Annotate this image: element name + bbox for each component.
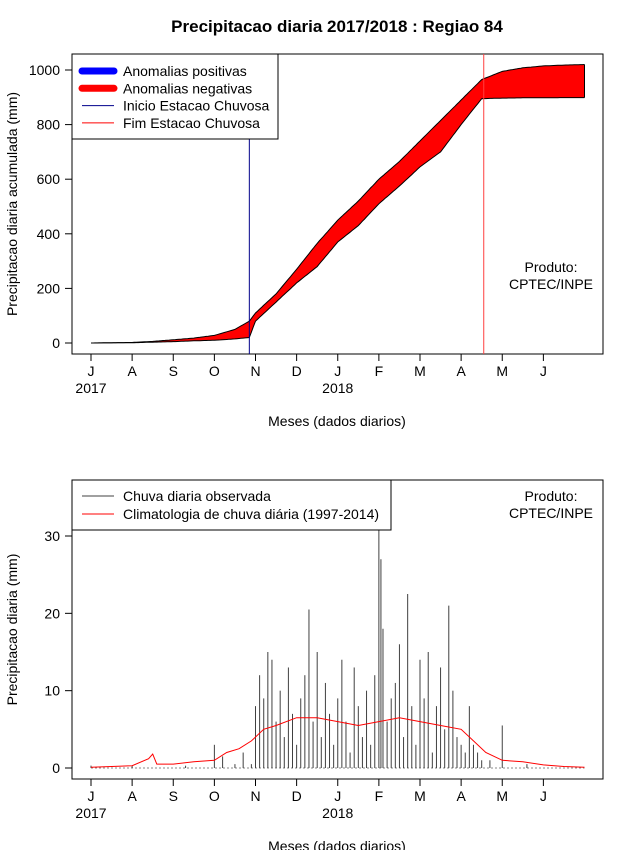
y-tick-label: 20 (44, 605, 60, 621)
y-tick-label: 200 (37, 280, 61, 296)
annotation-line-2: CPTEC/INPE (509, 505, 593, 521)
y-tick-label: 30 (44, 528, 60, 544)
x-tick-label: M (496, 788, 508, 804)
y-tick-label: 600 (37, 171, 61, 187)
negative-anomaly-area (91, 64, 585, 343)
year-label: 2017 (75, 805, 106, 821)
year-label: 2018 (322, 380, 353, 396)
y-tick-label: 0 (52, 760, 60, 776)
y-tick-label: 0 (52, 335, 60, 351)
x-tick-label: N (250, 363, 260, 379)
y-tick-label: 1000 (29, 62, 60, 78)
series-climatology-line (91, 64, 585, 344)
legend-2: Chuva diaria observada Climatologia de ch… (71, 479, 392, 531)
y-axis-title: Precipitacao diaria (mm) (4, 554, 20, 706)
x-tick-label: J (540, 788, 547, 804)
x-tick-label: S (169, 788, 178, 804)
x-tick-label: J (334, 788, 341, 804)
x-tick-label: D (292, 788, 302, 804)
year-label: 2017 (75, 380, 106, 396)
climatology-line (90, 717, 585, 768)
chart-title: Precipitacao diaria 2017/2018 : Regiao 8… (171, 17, 503, 36)
legend-label: Fim Estacao Chuvosa (123, 115, 260, 131)
series-observed-line (91, 97, 585, 344)
x-tick-label: J (88, 363, 95, 379)
legend-box (71, 479, 392, 531)
x-tick-label: J (540, 363, 547, 379)
x-tick-label: J (334, 363, 341, 379)
x-axis-title: Meses (dados diarios) (268, 838, 406, 850)
y-axis-title: Precipitacao diaria acumulada (mm) (4, 92, 20, 316)
x-tick-label: S (169, 363, 178, 379)
x-tick-label: M (414, 788, 426, 804)
x-tick-label: M (496, 363, 508, 379)
x-tick-label: O (209, 788, 220, 804)
y-tick-label: 800 (37, 117, 61, 133)
x-tick-label: N (250, 788, 260, 804)
x-tick-label: A (127, 363, 137, 379)
x-tick-label: O (209, 363, 220, 379)
x-tick-label: A (127, 788, 137, 804)
x-tick-label: F (375, 788, 384, 804)
year-label: 2018 (322, 805, 353, 821)
x-tick-label: A (456, 788, 466, 804)
x-tick-label: J (88, 788, 95, 804)
annotation-line-1: Produto: (525, 488, 578, 504)
x-tick-label: D (292, 363, 302, 379)
legend-label: Anomalias negativas (123, 80, 252, 96)
x-tick-label: A (456, 363, 466, 379)
x-axis-title: Meses (dados diarios) (268, 413, 406, 429)
x-tick-label: M (414, 363, 426, 379)
legend-label: Chuva diaria observada (123, 488, 271, 504)
legend-label: Climatologia de chuva diária (1997-2014) (123, 506, 379, 522)
annotation-line-1: Produto: (525, 259, 578, 275)
legend-label: Anomalias positivas (123, 63, 247, 79)
x-tick-label: F (375, 363, 384, 379)
legend-label: Inicio Estacao Chuvosa (123, 98, 270, 114)
y-tick-label: 10 (44, 683, 60, 699)
annotation-line-2: CPTEC/INPE (509, 276, 593, 292)
y-tick-label: 400 (37, 226, 61, 242)
